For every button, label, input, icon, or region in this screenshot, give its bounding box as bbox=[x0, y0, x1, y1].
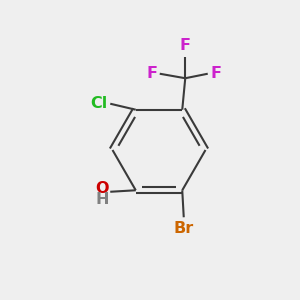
Text: Cl: Cl bbox=[91, 96, 108, 111]
Text: F: F bbox=[210, 66, 221, 81]
Text: H: H bbox=[95, 192, 109, 207]
Text: F: F bbox=[146, 66, 158, 81]
Text: Br: Br bbox=[174, 221, 194, 236]
Text: O: O bbox=[95, 181, 109, 196]
Text: F: F bbox=[180, 38, 191, 53]
